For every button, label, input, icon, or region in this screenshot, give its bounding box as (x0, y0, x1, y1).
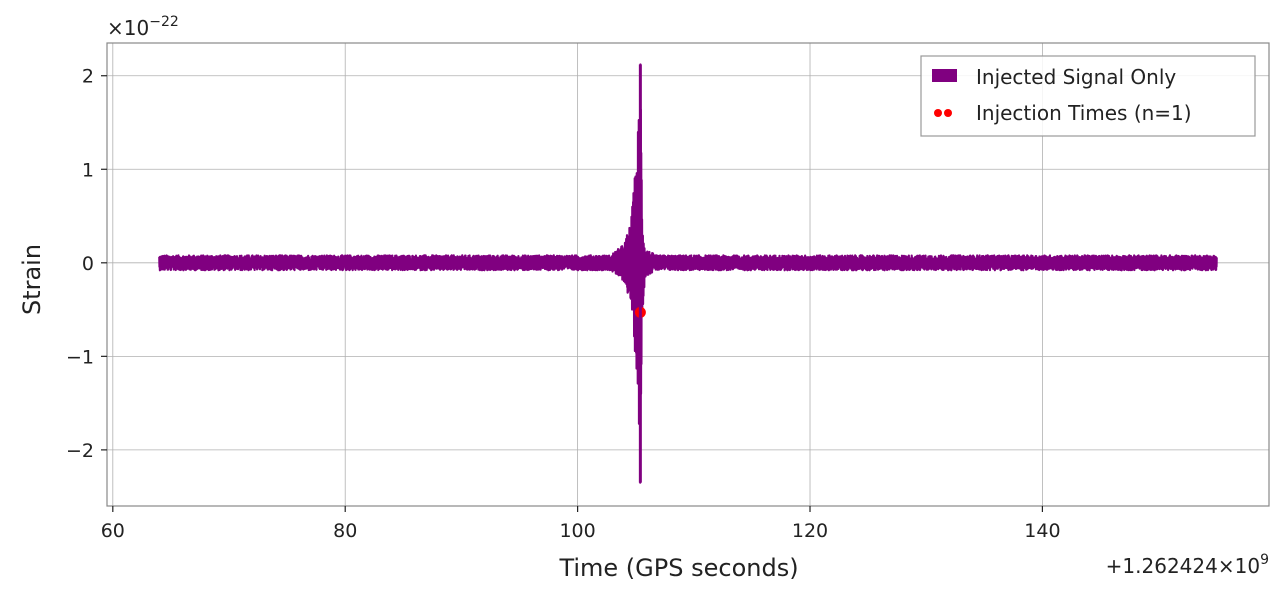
legend: Injected Signal Only Injection Times (n=… (920, 55, 1256, 137)
x-tick-label: 100 (559, 520, 595, 542)
x-axis-ticks: 60 80 100 120 140 (101, 506, 1061, 542)
series-layer (158, 63, 1218, 484)
y-axis-scale-factor: ×10−22 (107, 14, 179, 40)
legend-label-injection-times: Injection Times (n=1) (976, 101, 1192, 125)
y-axis-label: Strain (18, 244, 46, 315)
series-line-injected-signal (158, 63, 1218, 484)
y-tick-label: 0 (82, 253, 94, 275)
legend-marker-injection-times-2 (944, 109, 952, 117)
y-scale-prefix: ×10 (107, 16, 149, 40)
y-tick-label: −1 (66, 346, 94, 368)
x-tick-label: 120 (792, 520, 828, 542)
y-tick-label: −2 (66, 440, 94, 462)
y-tick-label: 2 (82, 66, 94, 88)
x-offset-prefix: +1.262424×10 (1106, 554, 1260, 578)
x-tick-label: 80 (333, 520, 357, 542)
x-offset-exponent: 9 (1260, 552, 1269, 568)
legend-box (920, 55, 1256, 137)
legend-marker-injection-times (934, 109, 942, 117)
legend-label-injected-signal: Injected Signal Only (976, 65, 1176, 89)
legend-swatch-injected-signal (932, 69, 957, 82)
x-axis-label: Time (GPS seconds) (558, 554, 798, 582)
x-tick-label: 60 (101, 520, 125, 542)
x-tick-label: 140 (1024, 520, 1060, 542)
x-axis-offset: +1.262424×109 (1106, 552, 1269, 578)
y-axis-ticks: −2 −1 0 1 2 (66, 66, 107, 462)
y-tick-label: 1 (82, 159, 94, 181)
plot-frame (106, 42, 1270, 507)
y-scale-exponent: −22 (149, 14, 179, 30)
